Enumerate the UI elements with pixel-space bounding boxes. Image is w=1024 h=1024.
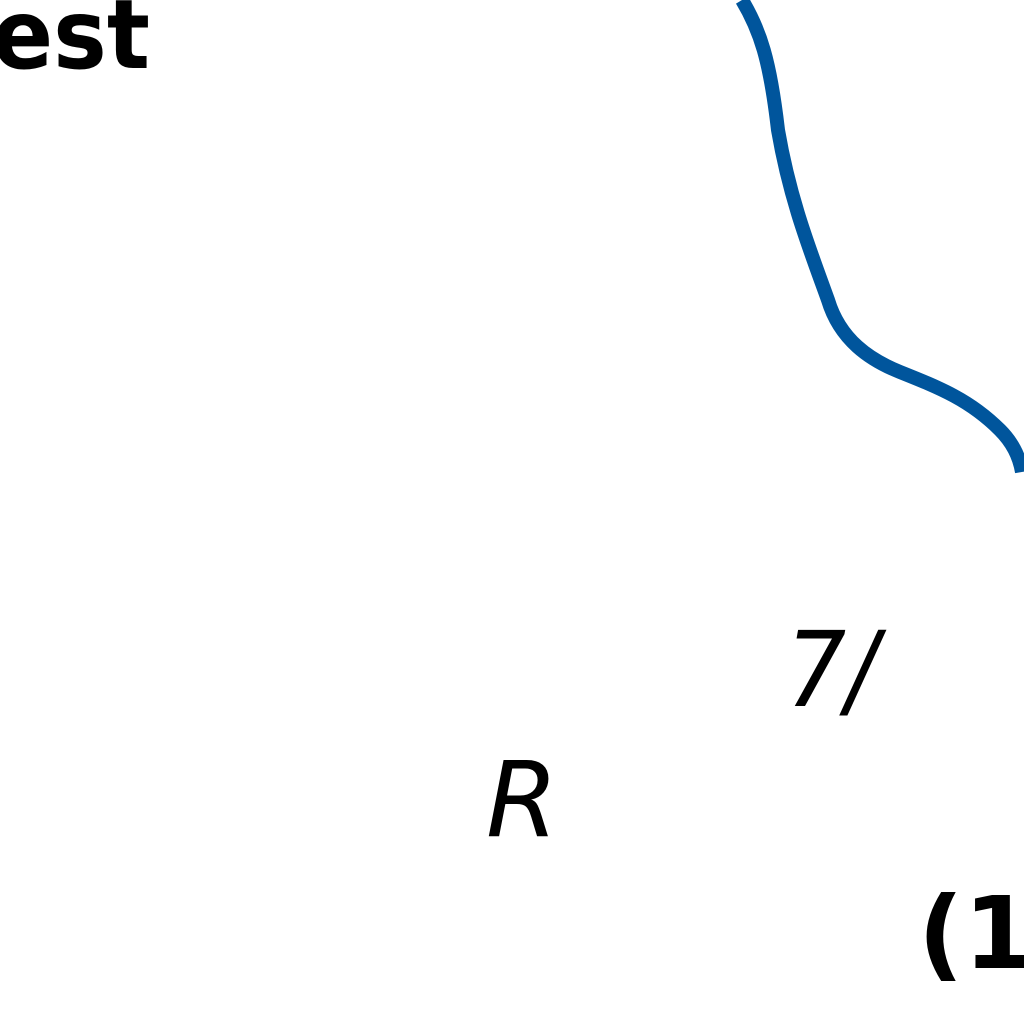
blue-curve [735,0,1024,474]
r-label: R [486,739,558,861]
bottom-right-label: (1 [918,875,1024,992]
top-left-label: est [0,0,150,91]
ratio-label: 7/ [786,609,887,731]
